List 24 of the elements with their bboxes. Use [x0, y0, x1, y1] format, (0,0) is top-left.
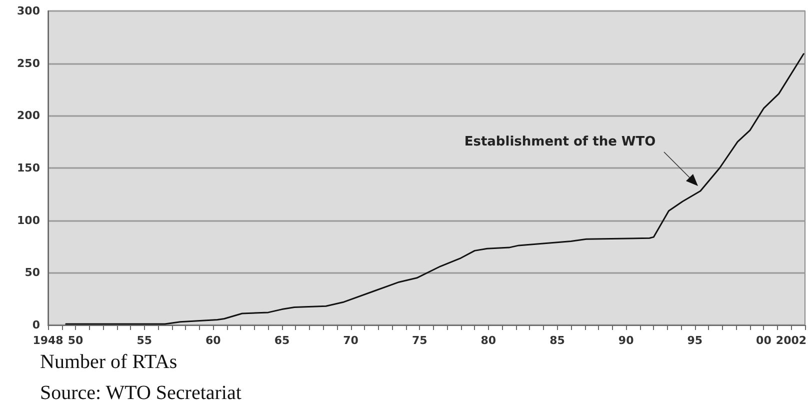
- x-tick-label: 65: [274, 334, 290, 347]
- y-tick-label: 50: [24, 266, 40, 280]
- annotation: Establishment of the WTO: [464, 134, 656, 150]
- x-tick-label: 85: [550, 334, 565, 347]
- x-tick-label: 70: [343, 334, 359, 347]
- source-note: Source: WTO Secretariat: [40, 382, 242, 404]
- y-tick-label: 300: [17, 4, 40, 18]
- x-tick-label: 60: [206, 334, 222, 347]
- x-tick-label: 50: [68, 334, 84, 347]
- y-tick-label: 200: [17, 109, 40, 122]
- x-tick-label: 2002: [776, 334, 807, 347]
- x-tick-label: 1948: [32, 334, 64, 347]
- y-tick-label: 150: [17, 162, 40, 174]
- x-tick-label: 55: [136, 334, 152, 347]
- x-tick-label: 90: [618, 334, 634, 347]
- y-tick-label: 250: [17, 56, 40, 70]
- x-tick-label: 75: [412, 334, 428, 347]
- text: Number of RTAs: [40, 351, 178, 373]
- x-tick-label: 00: [756, 334, 772, 347]
- x-tick-label: 80: [480, 334, 496, 347]
- y-tick-label: 0: [32, 318, 40, 332]
- line-series: [65, 53, 804, 325]
- y-tick-label: 100: [17, 214, 40, 227]
- x-tick-label: 95: [687, 334, 703, 347]
